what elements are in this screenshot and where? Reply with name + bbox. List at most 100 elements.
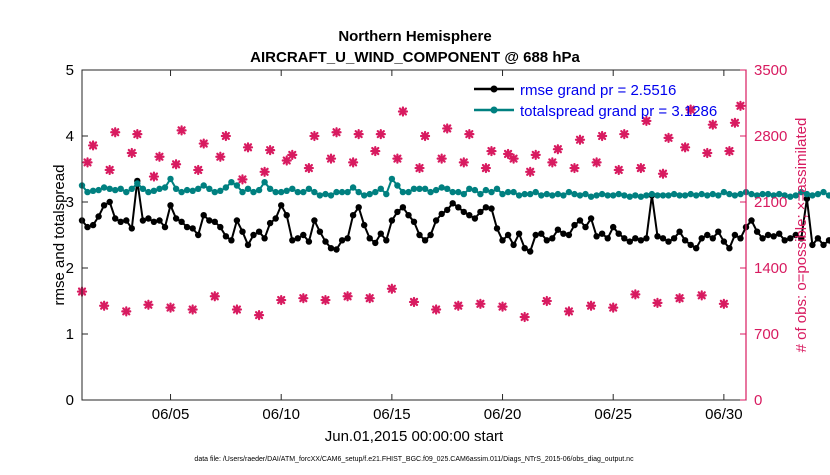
obs-count-point: [458, 157, 469, 168]
totalspread-point: [172, 185, 180, 192]
rmse-point: [217, 223, 224, 231]
totalspread-point: [521, 190, 528, 198]
totalspread-point: [670, 190, 678, 198]
obs-count-point: [342, 291, 353, 302]
obs-count-point: [82, 157, 93, 168]
legend-rmse-marker: [490, 85, 498, 93]
obs-count-point: [486, 145, 497, 157]
obs-count-point: [641, 115, 652, 127]
rmse-point: [394, 208, 401, 216]
totalspread-point: [460, 190, 467, 198]
obs-count-point: [696, 290, 707, 301]
rmse-point: [803, 195, 811, 202]
rmse-point: [84, 223, 91, 231]
x-axis-label: Jun.01,2015 00:00:00 start: [325, 428, 504, 445]
obs-count-point: [386, 283, 397, 294]
rmse-point: [278, 202, 285, 209]
obs-count-point: [552, 144, 563, 155]
rmse-point: [383, 237, 390, 244]
rmse-point: [532, 231, 539, 239]
totalspread-point: [477, 190, 484, 198]
obs-count-point: [353, 129, 364, 140]
series-layer: [76, 100, 830, 323]
totalspread-point: [95, 186, 102, 194]
rmse-point: [504, 231, 512, 239]
totalspread-point: [388, 175, 396, 183]
obs-count-point: [663, 132, 674, 143]
y-axis-right-label: # of obs: o=possible; ×=assimilated: [793, 118, 810, 353]
y-left-tick-label: 1: [66, 326, 74, 343]
rmse-point: [333, 246, 340, 253]
rmse-point: [250, 231, 257, 239]
totalspread-point: [527, 190, 534, 198]
rmse-point: [693, 245, 700, 252]
obs-count-point: [198, 138, 209, 149]
totalspread-point: [189, 187, 196, 194]
totalspread-point: [134, 180, 141, 187]
rmse-point: [521, 245, 528, 252]
obs-count-point: [165, 302, 176, 313]
y-right-tick-label: 2800: [754, 128, 787, 145]
rmse-point: [709, 235, 716, 242]
totalspread-point: [266, 185, 274, 192]
rmse-point: [289, 237, 296, 244]
x-tick-label: 06/25: [594, 406, 632, 423]
totalspread-point: [687, 190, 694, 198]
totalspread-point: [737, 190, 744, 198]
totalspread-point: [787, 193, 794, 200]
totalspread-point: [571, 190, 578, 198]
totalspread-point: [693, 192, 700, 199]
obs-count-point: [619, 129, 630, 140]
rmse-point: [244, 241, 252, 249]
rmse-point: [361, 221, 368, 229]
rmse-point: [316, 228, 324, 235]
rmse-point: [355, 204, 362, 211]
obs-count-point: [530, 149, 541, 160]
obs-count-point: [569, 162, 580, 174]
y-right-tick-label: 0: [754, 392, 762, 409]
rmse-point: [654, 233, 661, 240]
rmse-point: [106, 198, 113, 206]
totalspread-point: [106, 185, 113, 192]
rmse-point: [438, 210, 445, 218]
obs-count-point: [657, 168, 669, 179]
obs-count-point: [414, 162, 425, 174]
rmse-point: [814, 235, 822, 242]
rmse-point: [410, 218, 418, 225]
totalspread-point: [327, 192, 335, 199]
rmse-point: [809, 241, 816, 249]
totalspread-point: [405, 188, 412, 196]
rmse-point: [770, 233, 777, 240]
totalspread-point: [311, 188, 318, 196]
totalspread-point: [820, 188, 827, 196]
totalspread-point: [427, 188, 434, 196]
totalspread-point: [560, 192, 567, 199]
y-right-tick-label: 2100: [754, 194, 787, 211]
rmse-point: [261, 235, 268, 242]
totalspread-point: [410, 185, 418, 192]
totalspread-point: [809, 192, 816, 199]
totalspread-point: [510, 188, 517, 196]
rmse-point: [621, 235, 628, 242]
data-file-footnote: data file: /Users/raeder/DAI/ATM_forcXX/…: [194, 456, 634, 463]
totalspread-point: [206, 185, 213, 192]
obs-count-point: [397, 106, 409, 117]
totalspread-point: [648, 190, 656, 198]
totalspread-point: [449, 188, 456, 196]
rmse-point: [482, 204, 490, 211]
rmse-point: [123, 217, 130, 224]
rmse-point: [272, 215, 279, 222]
rmse-point: [338, 237, 346, 244]
legend-rmse-label: rmse grand pr = 2.5516: [520, 82, 676, 99]
obs-count-point: [525, 166, 536, 177]
totalspread-point: [610, 192, 617, 199]
obs-count-point: [320, 294, 331, 306]
totalspread-point: [145, 188, 152, 196]
totalspread-point: [333, 188, 340, 196]
obs-count-point: [331, 127, 342, 138]
totalspread-point: [538, 192, 545, 199]
rmse-point: [455, 204, 462, 211]
totalspread-point: [493, 185, 501, 192]
